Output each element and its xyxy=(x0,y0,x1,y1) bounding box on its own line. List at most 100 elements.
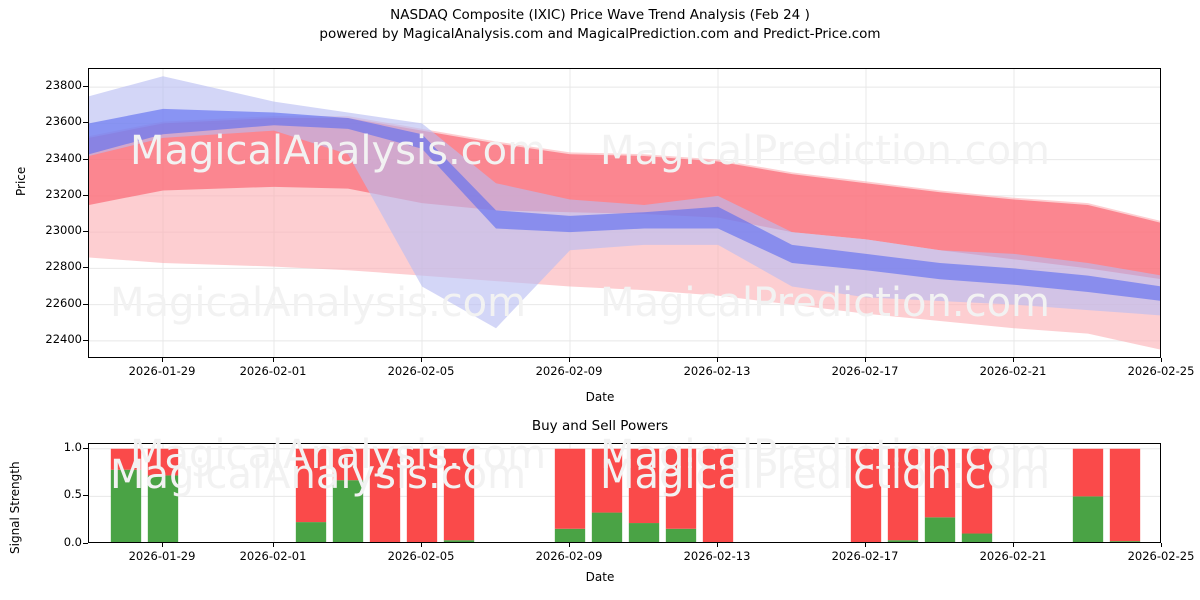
price-x-tick-mark xyxy=(865,358,866,362)
page-title: NASDAQ Composite (IXIC) Price Wave Trend… xyxy=(390,7,810,23)
price-x-tick-label: 2026-02-13 xyxy=(683,364,751,378)
sell-power-bar xyxy=(1072,448,1104,497)
signal-x-tick-mark xyxy=(717,543,718,547)
signal-y-tick-mark xyxy=(83,495,88,497)
price-x-tick-mark xyxy=(273,358,274,362)
price-plot-area xyxy=(88,68,1161,358)
buy-power-bar xyxy=(295,522,327,542)
price-y-tick-label: 22400 xyxy=(45,331,82,346)
sell-power-bar xyxy=(887,448,919,541)
page-subtitle: powered by MagicalAnalysis.com and Magic… xyxy=(319,26,881,42)
buy-power-bar xyxy=(443,540,475,542)
sell-power-bar xyxy=(110,448,142,470)
signal-y-axis-title: Signal Strength xyxy=(8,461,22,554)
sell-power-bar xyxy=(554,448,586,529)
signal-x-tick-label: 2026-01-29 xyxy=(128,549,196,563)
signal-x-tick-label: 2026-02-01 xyxy=(239,549,307,563)
signal-x-tick-mark xyxy=(273,543,274,547)
signal-x-tick-label: 2026-02-05 xyxy=(387,549,455,563)
price-y-tick-label: 22800 xyxy=(45,259,82,274)
signal-y-tick-label: 0.5 xyxy=(63,487,82,502)
sell-power-bar xyxy=(443,448,475,541)
buy-power-bar xyxy=(110,469,142,542)
signal-bars-svg xyxy=(89,444,1160,542)
price-y-tick-label: 23000 xyxy=(45,223,82,238)
buy-power-bar xyxy=(961,533,993,542)
price-x-tick-mark xyxy=(717,358,718,362)
buy-power-bar xyxy=(147,475,179,542)
price-x-tick-mark xyxy=(1161,358,1162,362)
signal-y-tick-mark xyxy=(83,447,88,449)
signal-y-tick-mark xyxy=(83,543,88,544)
price-x-tick-label: 2026-02-05 xyxy=(387,364,455,378)
sell-power-bar xyxy=(147,448,179,476)
sell-power-bar xyxy=(628,448,660,524)
price-x-tick-label: 2026-02-17 xyxy=(831,364,899,378)
signal-x-tick-mark xyxy=(569,543,570,547)
price-y-tick-mark xyxy=(83,267,88,269)
price-y-tick-label: 22600 xyxy=(45,295,82,310)
price-y-tick-label: 23800 xyxy=(45,78,82,93)
buy-power-bar xyxy=(332,480,364,542)
sell-power-bar xyxy=(850,448,882,542)
buy-power-bar xyxy=(1109,541,1141,542)
buy-sell-powers-chart: 0.0 0.5 1.0 2026-01-29 2026-02-01 2026-02-05 2… xyxy=(64,440,1195,563)
price-x-tick-mark xyxy=(162,358,163,362)
price-x-tick-mark xyxy=(569,358,570,362)
price-y-tick-mark xyxy=(83,122,88,124)
sell-power-bar xyxy=(665,448,697,529)
price-y-tick-label: 23600 xyxy=(45,114,82,129)
sell-power-bar xyxy=(369,448,401,542)
signal-x-tick-label: 2026-02-25 xyxy=(1127,549,1195,563)
sell-power-bar xyxy=(295,448,327,523)
signal-x-tick-label: 2026-02-09 xyxy=(535,549,603,563)
sell-power-bar xyxy=(961,448,993,534)
price-x-tick-label: 2026-02-21 xyxy=(979,364,1047,378)
price-x-tick-mark xyxy=(421,358,422,362)
signal-x-tick-mark xyxy=(1013,543,1014,547)
buy-power-bar xyxy=(924,517,956,542)
buy-power-bar xyxy=(554,528,586,542)
buy-power-bar xyxy=(665,528,697,542)
buy-power-bar xyxy=(1072,496,1104,542)
price-x-tick-label: 2026-01-29 xyxy=(128,364,196,378)
price-y-tick-mark xyxy=(83,231,88,233)
sell-power-bar xyxy=(1109,448,1141,542)
price-y-tick-mark xyxy=(83,303,88,305)
price-wave-chart: 22400 22600 22800 23000 23200 23400 23600 23800… xyxy=(45,68,1194,378)
sell-power-bar xyxy=(702,448,734,542)
signal-chart-title: Buy and Sell Powers xyxy=(531,418,669,434)
price-y-tick-label: 23200 xyxy=(45,186,82,201)
price-x-axis-title: Date xyxy=(585,390,615,404)
buy-power-bar xyxy=(591,512,623,542)
signal-plot-area xyxy=(88,443,1161,543)
signal-y-tick-label: 0.0 xyxy=(63,535,82,549)
signal-x-tick-mark xyxy=(1161,543,1162,547)
buy-power-bar xyxy=(887,540,919,542)
sell-power-bar xyxy=(924,448,956,518)
signal-y-tick-label: 1.0 xyxy=(63,439,82,454)
price-y-tick-mark xyxy=(83,86,88,88)
sell-power-bar xyxy=(406,448,438,542)
signal-x-tick-label: 2026-02-13 xyxy=(683,549,751,563)
price-bands-svg xyxy=(89,69,1160,357)
sell-power-bar xyxy=(591,448,623,513)
price-y-tick-label: 23400 xyxy=(45,150,82,165)
signal-x-axis-title: Date xyxy=(585,570,615,584)
signal-x-tick-label: 2026-02-17 xyxy=(831,549,899,563)
price-x-tick-mark xyxy=(1013,358,1014,362)
price-y-tick-mark xyxy=(83,339,88,341)
sell-power-bar xyxy=(332,448,364,481)
signal-x-tick-mark xyxy=(865,543,866,547)
price-y-tick-mark xyxy=(83,158,88,160)
price-x-tick-label: 2026-02-01 xyxy=(239,364,307,378)
buy-power-bar xyxy=(628,523,660,542)
signal-x-tick-label: 2026-02-21 xyxy=(979,549,1047,563)
price-x-tick-label: 2026-02-09 xyxy=(535,364,603,378)
signal-x-tick-mark xyxy=(421,543,422,547)
signal-x-tick-mark xyxy=(162,543,163,547)
price-x-tick-label: 2026-02-25 xyxy=(1127,364,1195,378)
price-y-tick-mark xyxy=(83,194,88,196)
chart-title-block: NASDAQ Composite (IXIC) Price Wave Trend… xyxy=(0,6,1200,44)
